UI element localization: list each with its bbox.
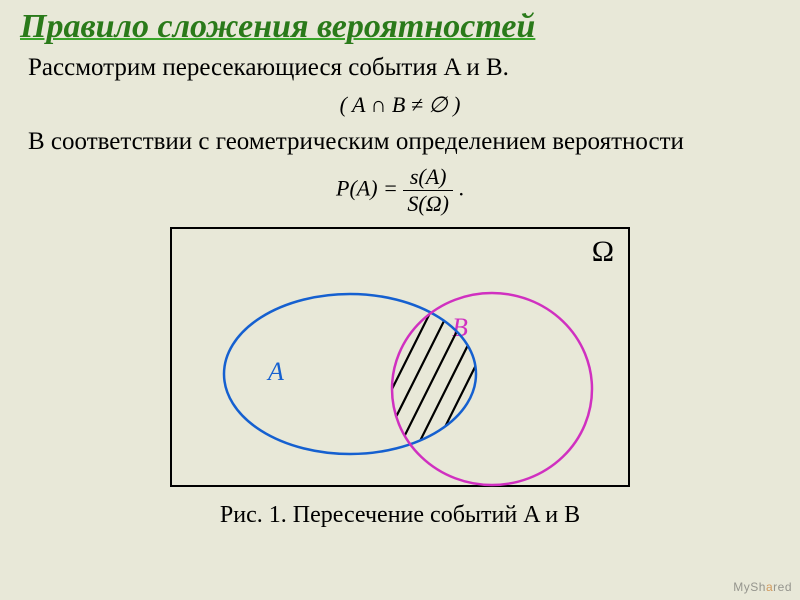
diagram-container: Ω A B	[0, 227, 800, 492]
page-title: Правило сложения вероятностей	[0, 0, 800, 50]
formula-denominator: S(Ω)	[403, 191, 453, 217]
formula-numerator: s(A)	[403, 164, 453, 191]
venn-svg	[172, 229, 632, 489]
intro-paragraph: Рассмотрим пересекающиеся события A и B.	[0, 50, 800, 90]
watermark: MyShared	[733, 580, 792, 594]
formula-geometric-probability: P(A) = s(A) S(Ω) .	[0, 162, 800, 227]
formula-intersection-nonempty: ( A ∩ B ≠ ∅ )	[0, 90, 800, 124]
definition-paragraph: В соответствии с геометрическим определе…	[0, 124, 800, 162]
formula-suffix: .	[458, 176, 464, 201]
title-text: Правило сложения вероятностей	[20, 8, 535, 45]
formula-lhs: P(A) =	[336, 176, 398, 201]
venn-diagram: Ω A B	[170, 227, 630, 487]
formula-fraction: s(A) S(Ω)	[403, 164, 453, 217]
figure-caption: Рис. 1. Пересечение событий A и B	[0, 492, 800, 529]
